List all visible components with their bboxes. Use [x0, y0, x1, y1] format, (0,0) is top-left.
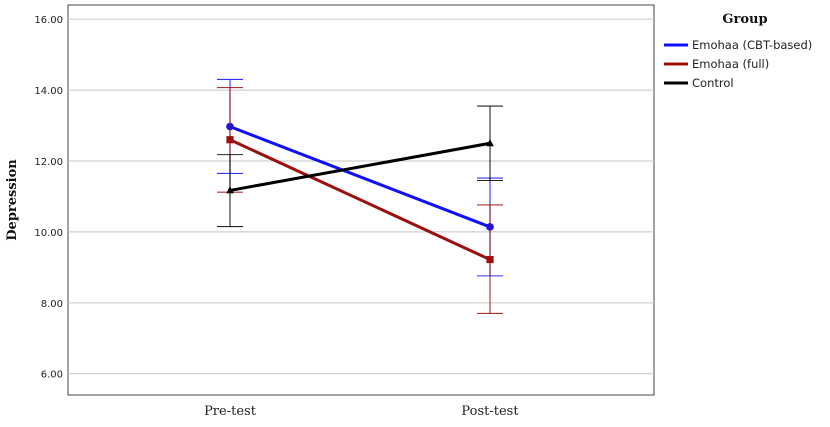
legend-label: Emohaa (CBT-based)	[692, 38, 812, 52]
legend-label: Control	[692, 76, 734, 90]
legend-item-emohaa-cbt-based: Emohaa (CBT-based)	[664, 38, 812, 52]
legend-item-control: Control	[664, 76, 734, 90]
series-line	[229, 138, 491, 261]
data-point	[486, 139, 494, 147]
y-tick-label: 6.00	[41, 370, 63, 381]
y-tick-label: 12.00	[34, 157, 63, 168]
data-point	[226, 136, 234, 144]
series-line	[229, 141, 491, 192]
y-tick-label: 14.00	[34, 86, 63, 97]
data-point	[226, 186, 234, 194]
legend-item-emohaa-full: Emohaa (full)	[664, 57, 769, 71]
y-axis-title: Depression	[5, 159, 20, 241]
series-line	[229, 125, 491, 229]
y-tick-label: 16.00	[34, 15, 63, 26]
x-tick-label: Pre-test	[204, 404, 257, 419]
data-point	[486, 255, 494, 264]
series-control	[217, 105, 503, 228]
legend-label: Emohaa (full)	[692, 57, 769, 71]
x-tick-label: Post-test	[461, 404, 519, 419]
y-tick-label: 8.00	[41, 299, 63, 310]
y-tick-label: 10.00	[34, 228, 63, 239]
legend-title: Group	[722, 12, 767, 27]
